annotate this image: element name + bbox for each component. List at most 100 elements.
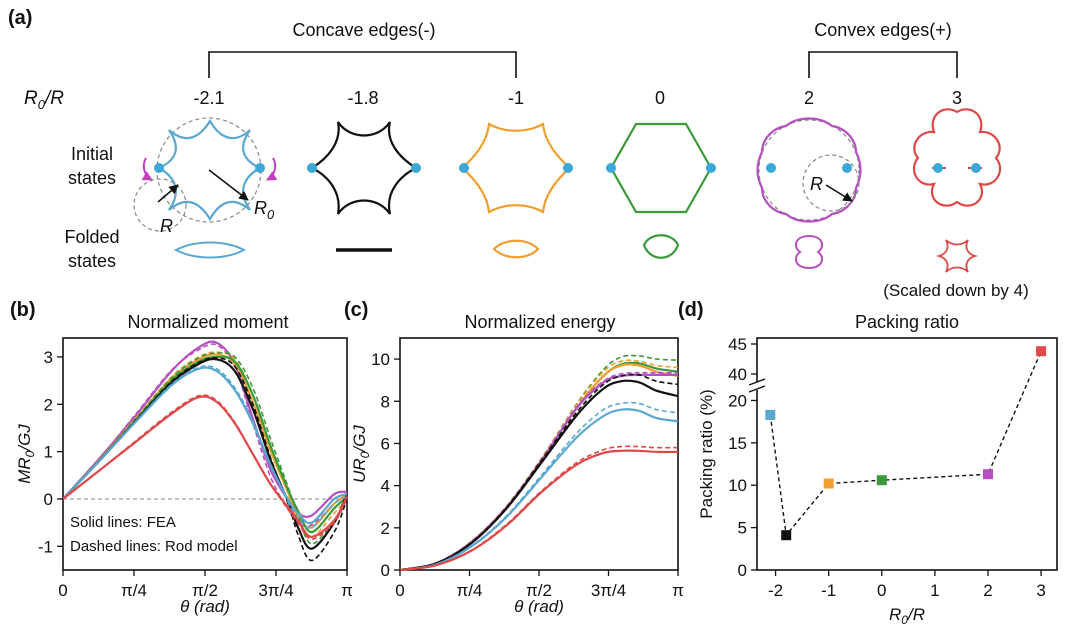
chart-b-series (62, 340, 348, 562)
x-tick-label: 1 (930, 581, 939, 600)
chart-c-y-ticks: 10 8 6 4 2 0 (371, 350, 400, 580)
x-tick-label: π/4 (457, 581, 483, 600)
chart-d-axis-break (748, 378, 766, 393)
chart-c-title: Normalized energy (464, 312, 615, 332)
series-line-fea-1 (62, 353, 348, 529)
hinge-dot (606, 163, 616, 173)
packing-ratio-point-3 (876, 475, 887, 486)
packing-ratio-point-5 (1036, 346, 1047, 357)
x-tick-label: π/4 (121, 581, 147, 600)
ratio-value: 3 (952, 88, 962, 108)
folded-ratio-neg2p1 (173, 241, 247, 259)
series-line-rod-model-1 (62, 351, 348, 538)
x-tick-label: 2 (983, 581, 992, 600)
legend-note-solid: Solid lines: FEA (70, 514, 176, 531)
y-tick-label: 6 (381, 434, 390, 453)
x-tick-label: -1 (821, 581, 836, 600)
series-line-rod-model-3 (399, 373, 679, 571)
panel-a-label: (a) (8, 7, 32, 29)
y-tick-label: 45 (728, 335, 747, 354)
chart-d-frame (756, 337, 1058, 571)
annot-r0: R0 (254, 198, 275, 222)
chart-d-x-ticks: -2 -1 0 1 2 3 (768, 570, 1046, 600)
chart-d-points (765, 346, 1047, 541)
series-line-fea-2 (399, 373, 678, 572)
y-tick-label: 20 (728, 391, 747, 410)
panel-c: (c) Normalized energy 10 8 6 4 2 0 0 π/4 π/2 3π/… (344, 299, 684, 616)
convex-bracket (808, 51, 958, 78)
x-tick-label: 3π/4 (258, 581, 293, 600)
x-tick-label: 0 (877, 581, 886, 600)
shape-ratio-neg1p8 (309, 121, 419, 215)
chart-b-x-ticks: 0 π/4 π/2 3π/4 π (58, 570, 353, 600)
series-line-rod-model-5 (399, 445, 678, 571)
ratio-value: -1.8 (347, 88, 378, 108)
series-line-fea-5 (399, 449, 678, 572)
y-tick-label: 2 (44, 395, 53, 414)
x-tick-label: -2 (768, 581, 783, 600)
x-tick-label: 0 (58, 581, 67, 600)
hinge-dot (706, 163, 716, 173)
chart-b-title: Normalized moment (127, 312, 288, 332)
annot-r: R (160, 216, 173, 236)
packing-ratio-point-1 (781, 530, 792, 541)
ratio-value: 0 (655, 88, 665, 108)
ratio-value: -1 (508, 88, 524, 108)
packing-ratio-point-4 (983, 469, 993, 480)
chart-b-xlabel: θ (rad) (180, 597, 230, 616)
shape-ratio-0 (609, 122, 713, 214)
folded-ratio-3 (935, 239, 979, 273)
chart-b-y-ticks: 3 2 1 0 -1 (38, 348, 63, 556)
y-tick-label: 8 (381, 392, 390, 411)
y-tick-label: 15 (728, 434, 747, 453)
y-tick-label: 5 (738, 519, 747, 538)
x-tick-label: 0 (395, 581, 404, 600)
chart-c-x-ticks: 0 π/4 π/2 3π/4 π (395, 570, 684, 600)
y-tick-label: 0 (738, 561, 747, 580)
y-tick-label: 2 (381, 519, 390, 538)
x-tick-label: π/2 (526, 581, 552, 600)
series-line-fea-2 (62, 355, 348, 534)
y-tick-label: 4 (381, 477, 390, 496)
chart-d-y-ticks: 0 5 10 15 20 40 45 (728, 335, 757, 580)
series-line-fea-5 (62, 395, 348, 539)
hinge-dot (307, 163, 317, 173)
scaled-note: (Scaled down by 4) (883, 281, 1029, 300)
hinge-dot (563, 163, 573, 173)
panel-c-label: (c) (344, 299, 368, 321)
shape-ratio-2: R (756, 117, 862, 223)
x-tick-label: π (672, 581, 684, 600)
convex-group-label: Convex edges(+) (814, 20, 952, 40)
folded-ratio-2 (794, 234, 824, 270)
concave-group-label: Concave edges(-) (292, 20, 435, 40)
series-line-rod-model-4 (399, 401, 679, 571)
chart-c-xlabel: θ (rad) (514, 597, 564, 616)
x-tick-label: 3 (1036, 581, 1045, 600)
chart-d-xlabel: R0/R (889, 605, 925, 627)
ratio-value: -2.1 (193, 88, 224, 108)
y-tick-label: 3 (44, 348, 53, 367)
chart-d-title: Packing ratio (855, 312, 959, 332)
chart-c-ylabel: UR0/GJ (350, 425, 372, 483)
panel-a: (a) Concave edges(-) Convex edges(+) R0/… (8, 7, 1029, 300)
shape-ratio-neg1 (460, 122, 572, 214)
folded-ratio-neg1 (492, 239, 540, 259)
chart-d-ylabel: Packing ratio (%) (697, 389, 716, 518)
series-line-rod-model-3 (62, 356, 348, 562)
concave-bracket (208, 51, 517, 78)
ratio-row-label: R0/R (24, 88, 64, 112)
y-tick-label: -1 (38, 537, 53, 556)
panel-d-label: (d) (678, 299, 704, 321)
annot-convex-r: R (810, 174, 823, 194)
hinge-dot (459, 163, 469, 173)
shape-ratio-neg2p1: R R0 (133, 117, 278, 236)
series-line-fea-4 (62, 366, 348, 525)
y-tick-label: 40 (728, 365, 747, 384)
y-tick-label: 0 (381, 561, 390, 580)
x-tick-label: π/2 (192, 581, 218, 600)
x-tick-label: π (341, 581, 353, 600)
packing-ratio-link-line (769, 350, 1042, 537)
legend-note-dashed: Dashed lines: Rod model (70, 538, 238, 555)
row-label-initial: Initial states (68, 144, 116, 188)
